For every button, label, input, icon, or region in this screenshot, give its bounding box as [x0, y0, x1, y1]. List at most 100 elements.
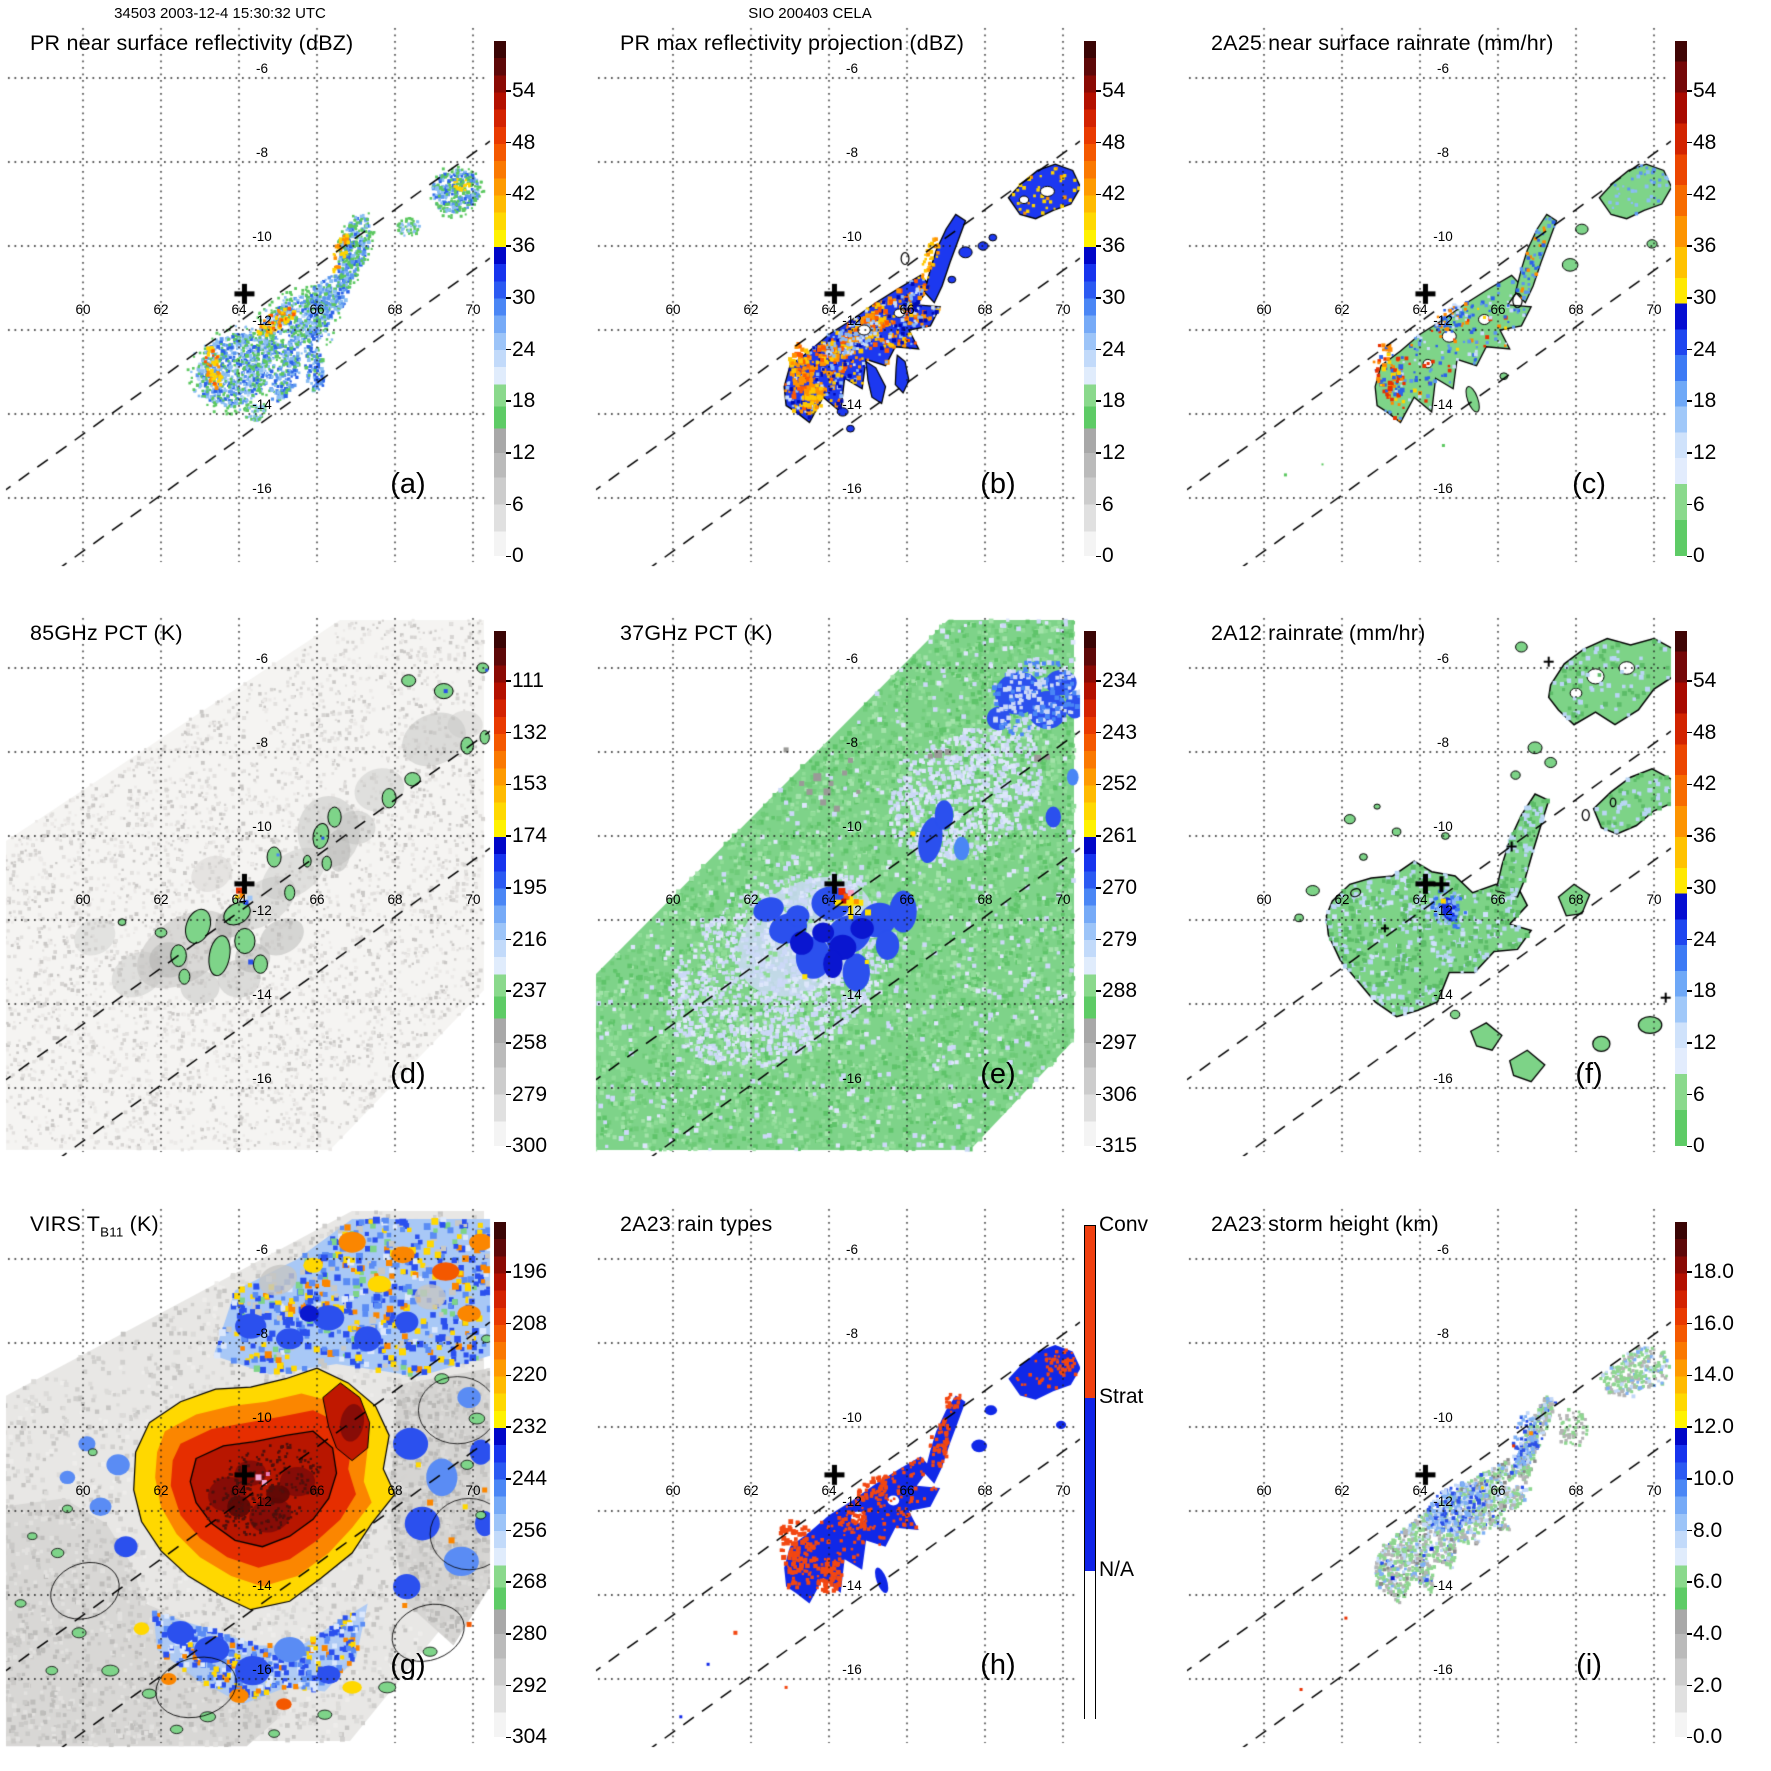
map-canvas-e [590, 590, 1180, 1180]
colorbar-tick [1687, 245, 1692, 247]
colorbar-tick [1096, 1093, 1101, 1096]
colorbar-tick-label: 42 [512, 182, 536, 206]
lat-tick-label: -6 [845, 651, 858, 666]
panel-i: 2A23 storm height (km) (i) 60 62 64 66 68 70 -6 -… [1181, 1181, 1771, 1771]
colorbar-f [1675, 631, 1687, 1147]
lon-tick-label: 64 [821, 302, 837, 317]
lat-tick-label: -6 [845, 1242, 858, 1257]
colorbar-tick-label: 261 [1102, 824, 1138, 848]
lat-tick-label: -16 [252, 481, 272, 496]
lon-tick-label: 64 [821, 892, 837, 907]
lon-tick-label: 70 [465, 1483, 481, 1498]
colorbar-tick-label: 279 [512, 1082, 548, 1106]
colorbar-tick-label: 24 [1693, 337, 1717, 361]
colorbar-segment [1085, 1571, 1095, 1720]
colorbar-tick-label: 153 [512, 772, 548, 796]
colorbar-tick [1096, 193, 1101, 196]
colorbar-tick-label: 24 [512, 337, 536, 361]
lon-tick-label: 62 [743, 302, 759, 317]
colorbar-tick [1096, 348, 1101, 351]
colorbar-tick [506, 1581, 511, 1583]
lat-tick-label: -6 [1436, 1242, 1449, 1257]
colorbar-tick [506, 141, 511, 144]
colorbar-tick [1687, 731, 1692, 734]
colorbar-tick [506, 1426, 511, 1428]
colorbar-tick [1687, 1271, 1692, 1273]
lon-tick-label: 68 [977, 302, 993, 317]
colorbar-tick-label: 208 [512, 1311, 548, 1335]
colorbar-tick [1096, 783, 1101, 786]
lat-tick-label: -8 [255, 1326, 268, 1341]
colorbar-tick-label: 8.0 [1693, 1518, 1723, 1542]
colorbar-tick-label: 4.0 [1693, 1621, 1723, 1645]
lon-tick-label: 64 [231, 892, 247, 907]
colorbar-tick-label: 306 [1102, 1082, 1138, 1106]
colorbar-tick [506, 1093, 511, 1096]
lon-tick-label: 62 [153, 302, 169, 317]
colorbar-h [1084, 1225, 1096, 1720]
colorbar-tick [506, 1271, 511, 1273]
panel-title-g: VIRS TB11 (K) [30, 1212, 159, 1239]
colorbar-tick-label: 243 [1102, 720, 1138, 744]
lat-tick-label: -10 [1433, 819, 1453, 834]
colorbar-tick [1096, 245, 1101, 247]
map-canvas-c [1181, 0, 1771, 590]
panel-a: PR near surface reflectivity (dBZ) (a) 60 6… [0, 0, 590, 590]
panel-letter-e: (e) [980, 1058, 1016, 1090]
lat-tick-label: -10 [252, 1410, 272, 1425]
map-canvas-f [1181, 590, 1771, 1180]
lat-tick-label: -14 [842, 397, 862, 412]
colorbar-tick [1687, 1684, 1692, 1687]
lat-tick-label: -6 [255, 1242, 268, 1257]
lon-tick-label: 66 [899, 1483, 915, 1498]
lon-tick-label: 68 [1568, 892, 1584, 907]
colorbar-tick-label: 288 [1102, 979, 1138, 1003]
colorbar-tick-label: 6 [1102, 492, 1114, 516]
colorbar-b [1084, 41, 1096, 557]
lat-tick-label: -6 [1436, 651, 1449, 666]
panel-letter-g: (g) [390, 1649, 426, 1681]
colorbar-tick [1687, 348, 1692, 351]
colorbar-tick [506, 990, 511, 992]
colorbar-tick [1687, 1581, 1692, 1583]
panel-d: 85GHz PCT (K) (d) 60 62 64 66 68 70 -6 -8 -10 -12 -1… [0, 590, 590, 1180]
colorbar-tick-label: 6.0 [1693, 1570, 1723, 1594]
lat-tick-label: -10 [842, 1410, 862, 1425]
colorbar-tick-label: 24 [1693, 927, 1717, 951]
colorbar-tick [506, 503, 511, 506]
lon-tick-label: 62 [743, 1483, 759, 1498]
lat-tick-label: -8 [845, 145, 858, 160]
colorbar-tick [1687, 1145, 1692, 1148]
lon-tick-label: 68 [387, 1483, 403, 1498]
colorbar-tick-label: 300 [512, 1134, 548, 1158]
colorbar-tick [506, 835, 511, 837]
colorbar-tick [1096, 938, 1101, 941]
colorbar-tick [1687, 141, 1692, 144]
lon-tick-label: 60 [75, 302, 91, 317]
lat-tick-label: -8 [1436, 145, 1449, 160]
lat-tick-label: -14 [842, 987, 862, 1002]
colorbar-tick-label: 6 [1693, 492, 1705, 516]
colorbar-tick [1687, 452, 1692, 454]
panel-letter-i: (i) [1576, 1649, 1602, 1681]
lat-tick-label: -12 [842, 903, 862, 918]
lat-tick-label: -14 [842, 1578, 862, 1593]
colorbar-tick-label: 279 [1102, 927, 1138, 951]
colorbar-tick-label: 30 [1102, 285, 1126, 309]
colorbar-tick-label: 36 [1693, 234, 1717, 258]
panel-letter-c: (c) [1572, 468, 1606, 500]
colorbar-tick [1096, 731, 1101, 734]
lat-tick-label: -16 [1433, 1662, 1453, 1677]
colorbar-tick-label: 12 [1693, 440, 1717, 464]
colorbar-tick-label: 42 [1693, 182, 1717, 206]
lat-tick-label: -12 [1433, 1494, 1453, 1509]
map-canvas-d [0, 590, 590, 1180]
colorbar-tick-label: 12.0 [1693, 1415, 1734, 1439]
colorbar-tick [506, 90, 511, 92]
lat-tick-label: -16 [842, 1071, 862, 1086]
lon-tick-label: 70 [1055, 1483, 1071, 1498]
colorbar-tick-label: 42 [1102, 182, 1126, 206]
colorbar-cat-label: N/A [1099, 1558, 1135, 1581]
lat-tick-label: -12 [842, 313, 862, 328]
colorbar-tick-label: 24 [1102, 337, 1126, 361]
